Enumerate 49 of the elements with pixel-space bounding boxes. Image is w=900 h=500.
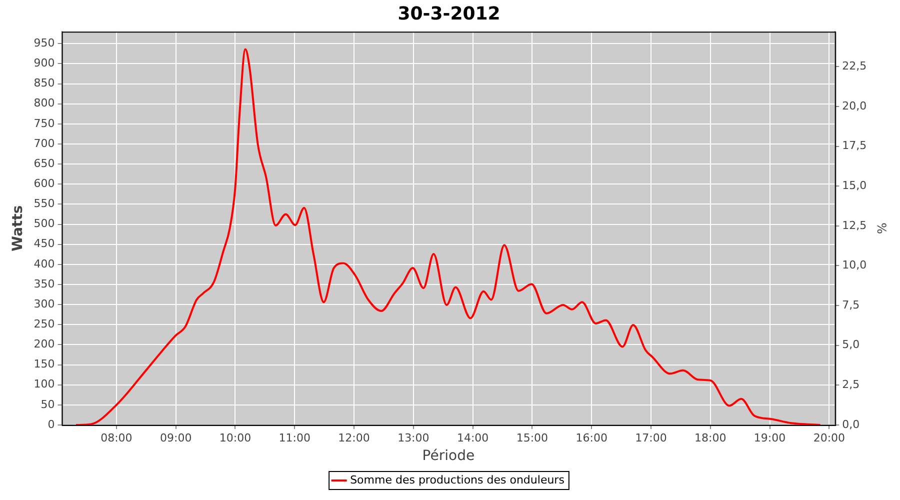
y-tick-label: 150 <box>34 358 55 371</box>
y2-tick-label: 7,5 <box>842 298 860 312</box>
x-tick-label: 11:00 <box>278 431 310 444</box>
y-tick-label: 700 <box>34 136 55 150</box>
y2-tick-label: 12,5 <box>842 218 867 232</box>
y2-tick-label: 20,0 <box>842 99 867 112</box>
x-tick-label: 13:00 <box>398 431 430 444</box>
y-tick-label: 200 <box>34 338 55 351</box>
y-tick-label: 0 <box>48 418 55 431</box>
y-tick-label: 850 <box>34 76 55 90</box>
y-tick-label: 50 <box>40 398 55 411</box>
legend-label: Somme des productions des onduleurs <box>350 473 565 486</box>
x-axis-title: Période <box>422 448 475 464</box>
y-tick-label: 100 <box>34 378 55 391</box>
y2-tick-label: 15,0 <box>842 178 867 192</box>
x-tick-label: 20:00 <box>813 431 846 444</box>
x-tick-label: 10:00 <box>219 431 252 444</box>
x-tick-label: 14:00 <box>456 431 489 444</box>
y-tick-label: 500 <box>34 217 55 230</box>
y2-tick-label: 22,5 <box>842 60 867 72</box>
y2-tick-label: 2,5 <box>842 378 860 392</box>
y-axis-title: Watts <box>10 205 26 252</box>
y-tick-label: 900 <box>34 56 55 70</box>
y-tick-label: 400 <box>34 257 55 270</box>
x-tick-label: 17:00 <box>635 431 667 444</box>
x-tick-label: 16:00 <box>576 431 608 444</box>
y-tick-label: 800 <box>34 96 55 110</box>
y-tick-label: 750 <box>34 116 55 130</box>
y-tick-label: 600 <box>34 177 55 190</box>
y2-tick-label: 0,0 <box>842 418 860 431</box>
x-tick-label: 19:00 <box>754 431 786 444</box>
y2-axis-title: % <box>874 222 889 234</box>
y-tick-label: 450 <box>34 237 55 250</box>
y2-tick-label: 17,5 <box>842 139 867 152</box>
y-tick-label: 250 <box>34 318 55 330</box>
x-tick-label: 12:00 <box>338 431 370 444</box>
x-tick-label: 09:00 <box>160 431 192 444</box>
x-tick-label: 15:00 <box>516 431 548 444</box>
y2-tick-label: 10,0 <box>842 258 867 272</box>
y-tick-label: 950 <box>34 36 55 50</box>
y-tick-label: 550 <box>34 197 55 210</box>
x-tick-label: 08:00 <box>100 431 132 444</box>
y-tick-label: 350 <box>34 277 55 290</box>
chart-title: 30-3-2012 <box>398 3 500 24</box>
y-tick-label: 650 <box>34 156 55 170</box>
y-tick-label: 300 <box>34 297 55 310</box>
line-series <box>75 48 822 425</box>
y2-tick-label: 5,0 <box>842 338 860 352</box>
x-tick-label: 18:00 <box>694 431 726 444</box>
